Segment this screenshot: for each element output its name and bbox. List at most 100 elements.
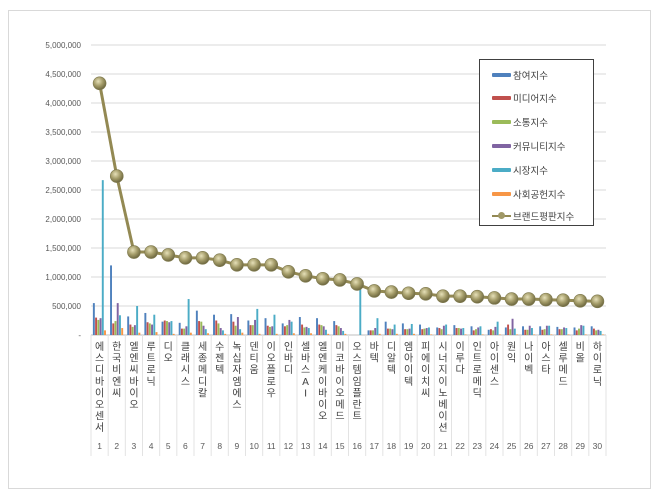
y-tick-label: 1,500,000	[45, 244, 81, 253]
x-rank-label: 20	[421, 441, 431, 451]
bar	[185, 326, 188, 335]
bar	[565, 328, 568, 335]
bar-group	[161, 320, 175, 335]
bar	[460, 328, 463, 335]
bar	[264, 318, 267, 335]
bar	[393, 324, 396, 335]
bar-group	[419, 324, 433, 335]
x-rank-label: 2	[114, 441, 119, 451]
line-marker	[350, 277, 364, 291]
bar	[198, 321, 201, 335]
bar	[99, 318, 102, 335]
bar	[592, 328, 595, 335]
bar	[95, 317, 98, 335]
legend-label: 참여지수	[513, 71, 548, 82]
x-rank-label: 9	[235, 441, 240, 451]
bar	[533, 334, 536, 335]
bar	[234, 325, 237, 335]
y-tick-label: -	[78, 331, 81, 340]
bar	[310, 333, 312, 335]
bar	[292, 333, 295, 335]
bar	[509, 329, 512, 335]
bar	[155, 332, 158, 335]
y-tick-label: 500,000	[52, 302, 81, 311]
bar	[440, 329, 443, 335]
bar	[254, 319, 257, 335]
bar	[281, 323, 284, 335]
bar-group	[539, 325, 553, 335]
chart-legend: 참여지수 미디어지수 소통지수 커뮤니티지수 시장지수 사회공헌지수 브랜드평판…	[479, 59, 594, 226]
bar	[372, 330, 374, 335]
bar	[395, 333, 398, 335]
bar	[575, 330, 578, 335]
bar	[560, 329, 563, 335]
x-rank-label: 22	[455, 441, 465, 451]
bar	[221, 330, 224, 335]
legend-item-social-contribution: 사회공헌지수	[492, 187, 565, 201]
bar	[266, 325, 269, 335]
bar	[401, 323, 404, 335]
legend-label: 커뮤니티지수	[513, 142, 566, 153]
bar	[421, 329, 424, 335]
bar	[481, 334, 484, 335]
line-marker	[487, 291, 502, 305]
bar	[101, 180, 104, 335]
bar	[224, 333, 227, 335]
bar	[567, 334, 570, 335]
line-marker	[470, 289, 485, 304]
bar	[492, 330, 495, 335]
y-tick-label: 2,000,000	[45, 215, 81, 224]
bar-group	[110, 265, 124, 335]
line-marker	[333, 273, 347, 287]
bar	[584, 334, 587, 335]
bar	[453, 325, 456, 335]
x-rank-label: 12	[284, 441, 294, 451]
line-marker	[281, 264, 296, 279]
y-tick-label: 2,500,000	[45, 186, 81, 195]
legend-item-participation: 참여지수	[492, 68, 548, 82]
bar-group	[401, 323, 415, 335]
bar-group	[556, 326, 570, 335]
bar	[129, 324, 132, 335]
bar	[369, 330, 372, 335]
bar	[333, 321, 336, 335]
bar-group	[367, 318, 381, 335]
bar	[543, 329, 546, 335]
line-marker	[573, 293, 588, 308]
bar	[427, 327, 430, 335]
bar	[386, 328, 389, 335]
bar	[219, 328, 222, 335]
bar	[151, 324, 154, 335]
x-rank-label: 10	[249, 441, 259, 451]
line-marker	[367, 284, 382, 298]
y-tick-label: 3,500,000	[45, 128, 81, 137]
bar	[110, 265, 112, 335]
bar	[97, 319, 100, 335]
bar	[213, 314, 215, 335]
bar	[464, 334, 467, 335]
bar-group	[213, 314, 227, 335]
line-marker	[418, 287, 433, 301]
y-tick-label: 4,000,000	[45, 99, 81, 108]
legend-swatch-icon	[492, 168, 511, 172]
bar	[172, 333, 175, 335]
bar	[153, 314, 156, 335]
x-rank-label: 16	[352, 441, 362, 451]
legend-label: 브랜드평판지수	[513, 212, 575, 223]
bar	[195, 310, 198, 335]
bar	[290, 321, 293, 335]
line-marker	[590, 294, 605, 309]
bar	[207, 333, 209, 335]
